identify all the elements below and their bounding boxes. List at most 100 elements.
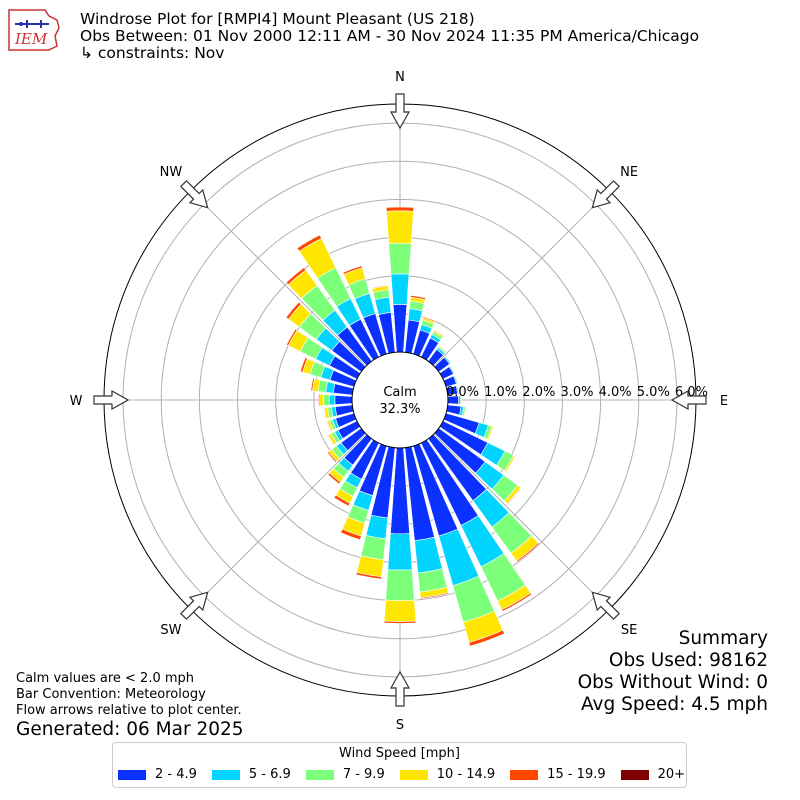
windrose-bar-segment [488,426,495,441]
windrose-bar-segment [387,533,413,571]
windrose-bar-segment [461,395,463,405]
windrose-bar-segment [286,328,298,347]
windrose-bar-segment [285,267,307,286]
grid-spoke [433,190,610,367]
generated-date: Generated: 06 Mar 2025 [16,719,244,740]
windrose-bar-segment [505,455,516,473]
windrose-bar-segment [296,234,322,252]
flow-arrow-icon [179,591,209,621]
windrose-bar-segment [333,494,351,507]
flow-arrow-icon [179,179,209,209]
radial-tick-label: 1.0% [484,385,517,400]
avg-speed: Avg Speed: 4.5 mph [580,694,768,715]
flow-arrow-icon [389,93,411,130]
windrose-bar-segment [327,451,338,463]
obs-without-wind: Obs Without Wind: 0 [577,672,768,693]
windrose-bar-segment [355,572,383,580]
radial-tick-label: 5.0% [637,385,670,400]
summary-title: Summary [678,628,768,649]
windrose-bar-segment [327,472,341,485]
flow-arrow-icon [389,670,411,707]
iem-logo: IEM [5,6,63,54]
windrose-bar-segment [457,384,461,395]
windrose-bar-segment [433,329,445,337]
flow-arrow-icon [670,389,707,411]
grid-spoke [433,433,610,610]
windrose-bar-segment [334,395,353,405]
legend-item: 20+ [620,767,686,782]
legend-item: 10 - 14.9 [399,767,495,782]
grid-spoke [190,433,367,610]
legend-swatch [510,769,539,780]
windrose-bar-segment [310,377,315,392]
legend-swatch [399,769,428,780]
windrose-bar-segment [371,284,389,290]
windrose-bar-segment [385,569,415,601]
flow-arrows-note: Flow arrows relative to plot center. [16,703,242,718]
obs-range: Obs Between: 01 Nov 2000 12:11 AM - 30 N… [80,27,700,45]
windrose-bar-segment [516,542,540,563]
direction-label: NW [160,165,183,180]
calm-note: Calm values are < 2.0 mph [16,671,195,686]
windrose-bar-segment [423,316,436,323]
windrose-bar-segment [454,374,460,384]
chart-title: Windrose Plot for [RMPI4] Mount Pleasant… [80,10,475,28]
windrose-bar-segment [318,393,321,407]
windrose-bar-segment [501,592,533,612]
windrose-bar-segment [323,407,327,420]
legend-label: 20+ [657,767,686,782]
calm-percent: 32.3% [379,402,420,417]
legend-label: 5 - 6.9 [248,767,291,782]
radial-tick-label: 4.0% [599,385,632,400]
windrose-bar-segment [390,273,410,305]
windrose-bar-segment [299,357,308,373]
legend: Wind Speed [mph] 2 - 4.9 5 - 6.9 7 - 9.9 10… [112,742,687,788]
windrose-bar-segment [410,294,427,301]
radial-tick-label: 3.0% [560,385,593,400]
windrose-bar-segment [450,364,456,374]
legend-swatch [118,769,146,780]
windrose-bar-segment [342,265,363,275]
summary-box: Summary Obs Used: 98162 Obs Without Wind… [578,628,768,716]
legend-swatch [211,769,240,780]
windrose-bar-segment [388,242,412,275]
windrose-bar-segment [383,620,417,624]
windrose-bar-segment [463,406,467,417]
windrose-bar-segment [323,394,330,406]
constraints-text: ↳ constraints: Nov [80,44,225,62]
windrose-bar-segment [383,599,417,622]
direction-label: N [395,70,405,85]
windrose-bar-segment [420,592,450,600]
legend-label: 15 - 19.9 [547,767,606,782]
direction-label: NE [620,165,638,180]
legend-label: 2 - 4.9 [155,767,197,782]
direction-label: E [720,394,728,409]
windrose-bar-segment [468,629,505,647]
flow-arrow-icon [591,591,621,621]
legend-item: 7 - 9.9 [305,767,385,782]
windrose-bar-segment [385,206,415,212]
calm-circle [351,351,449,449]
legend-items: 2 - 4.9 5 - 6.9 7 - 9.9 10 - 14.9 15 - 19.9 2… [118,767,700,782]
radial-tick-label: 0.0% [446,385,479,400]
windrose-bar-segment [285,301,302,320]
direction-label: SE [621,623,637,638]
bar-convention-note: Bar Convention: Meteorology [16,687,206,702]
legend-item: 15 - 19.9 [510,767,606,782]
flow-arrow-icon [591,179,621,209]
windrose-bar-segment [386,210,414,244]
notes: Calm values are < 2.0 mph Bar Convention… [16,671,242,719]
windrose-bar-segment [438,344,448,353]
direction-label: SW [160,623,181,638]
windrose-bar-segment [319,393,324,407]
calm-label: Calm [383,385,416,400]
legend-swatch [620,769,649,780]
windrose-bar-segment [445,355,453,364]
direction-label: S [396,718,404,733]
windrose-bar-segment [326,420,332,432]
legend-swatch [305,769,334,780]
windrose-bar-segment [340,528,362,541]
windrose-bar-segment [327,434,335,446]
direction-label: W [70,394,83,409]
